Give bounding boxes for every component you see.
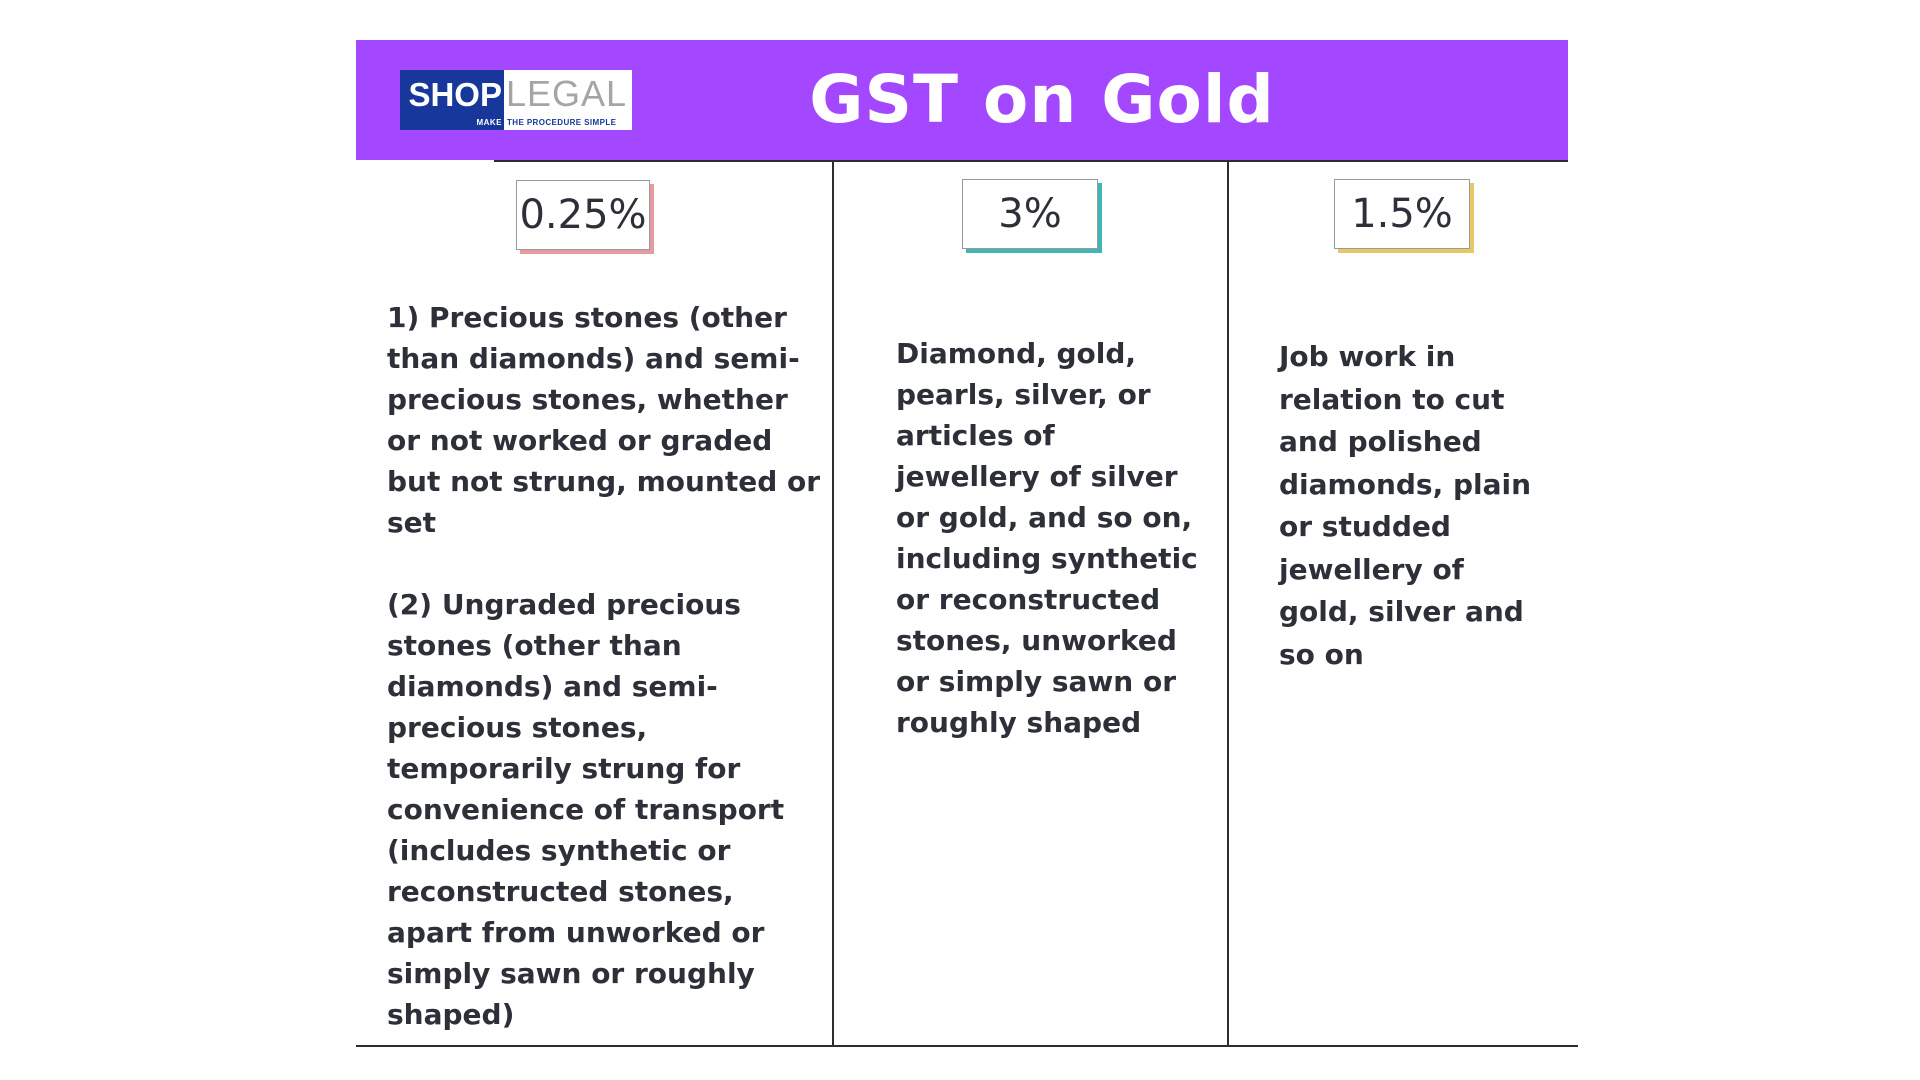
column-3-description: Job work in relation to cut and polished… <box>1279 336 1549 676</box>
table-bottom-rule <box>356 1045 1578 1047</box>
rate-badge-3: 3% <box>962 179 1098 249</box>
header-banner: SHOP MAKE LEGAL THE PROCEDURE SIMPLE GST… <box>356 40 1568 160</box>
logo-tagline: THE PROCEDURE SIMPLE <box>507 118 617 127</box>
column-2-paragraph-1: Diamond, gold, pearls, silver, or articl… <box>896 337 1198 739</box>
rate-badge-0-25: 0.25% <box>516 180 650 250</box>
column-3-paragraph-1: Job work in relation to cut and polished… <box>1279 340 1532 671</box>
column-1-paragraph-1: 1) Precious stones (other than diamonds)… <box>387 301 821 539</box>
logo-shop-block: SHOP MAKE <box>400 70 504 130</box>
logo-shop-word: SHOP <box>408 76 502 113</box>
column-divider-2 <box>1227 160 1229 1047</box>
rate-badge-1-5: 1.5% <box>1334 179 1470 249</box>
logo-legal-block: LEGAL THE PROCEDURE SIMPLE <box>504 70 632 130</box>
table-top-rule <box>494 160 1568 162</box>
logo-legal-word: LEGAL <box>506 73 628 114</box>
column-2-description: Diamond, gold, pearls, silver, or articl… <box>896 333 1206 743</box>
shoplegal-logo: SHOP MAKE LEGAL THE PROCEDURE SIMPLE <box>400 70 632 130</box>
column-1-description: 1) Precious stones (other than diamonds)… <box>387 297 827 1035</box>
column-divider-1 <box>832 160 834 1047</box>
page-title: GST on Gold <box>809 61 1275 138</box>
column-1-paragraph-2: (2) Ungraded precious stones (other than… <box>387 588 785 1031</box>
logo-make-word: MAKE <box>476 118 502 127</box>
paragraph-spacer <box>387 543 827 584</box>
